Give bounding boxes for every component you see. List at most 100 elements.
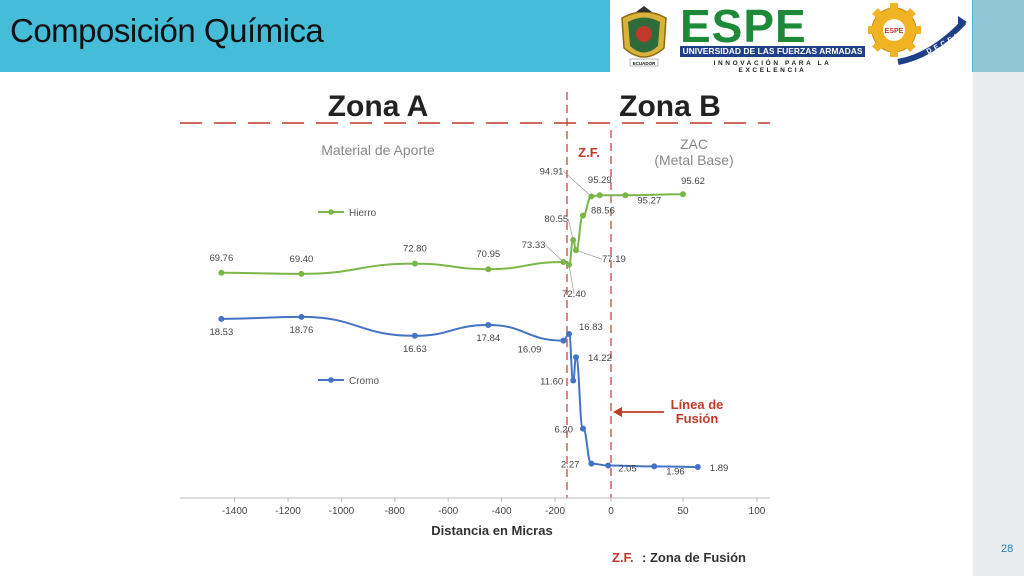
hierro-data-label: 95.29 [588, 175, 612, 186]
hierro-leader [567, 218, 574, 241]
x-axis-title: Distancia en Micras [431, 523, 552, 538]
espe-brand-text: ESPE [680, 0, 807, 52]
material-aporte-label: Material de Aporte [321, 142, 435, 158]
hierro-point [570, 237, 577, 244]
x-tick-label: -200 [545, 506, 565, 517]
x-tick-label: -600 [438, 506, 458, 517]
espe-logo: ECUADOR ESPE UNIVERSIDAD DE LAS FUERZAS … [610, 0, 972, 74]
university-name: UNIVERSIDAD DE LAS FUERZAS ARMADAS [680, 46, 865, 57]
hierro-point [566, 261, 572, 268]
cromo-data-label: 14.22 [588, 353, 612, 364]
cromo-series-line [221, 315, 698, 468]
hierro-point [485, 266, 492, 273]
x-tick-label: 50 [677, 506, 689, 517]
hierro-data-label: 80.55 [544, 214, 568, 225]
zone-b-label: Zona B [619, 90, 721, 123]
hierro-data-label: 69.76 [209, 253, 233, 264]
cromo-data-label: 1.89 [710, 463, 729, 474]
zf-zone-label: Z.F. [578, 145, 600, 160]
hierro-leader [545, 244, 564, 263]
cromo-data-label: 6.20 [555, 425, 574, 436]
hierro-leader [568, 264, 575, 294]
legend-hierro: Hierro [318, 208, 377, 219]
hierro-point [573, 247, 579, 254]
decem-gear-icon: ESPE DECEM [868, 3, 967, 65]
data-labels: 69.76 69.40 72.80 70.95 73.33 72.40 80.55 77.19… [209, 166, 728, 477]
zac-label: ZAC [680, 136, 708, 152]
hierro-data-label: 95.62 [681, 176, 705, 187]
hierro-data-label: 69.40 [290, 254, 314, 265]
hierro-point [622, 192, 629, 199]
cromo-data-label: 2.27 [561, 460, 580, 471]
x-tick-label: -1200 [275, 506, 301, 517]
x-axis-ticks: -1400 -1200 -1000 -800 -600 -400 -200 0 50 100 [222, 498, 766, 517]
hierro-data-label: 70.95 [476, 249, 500, 260]
legend-cromo-label: Cromo [349, 376, 379, 387]
hierro-leader [563, 171, 592, 197]
crest-text: ECUADOR [633, 61, 657, 66]
hierro-point [298, 270, 305, 277]
cromo-point [218, 315, 225, 322]
cromo-data-label: 16.63 [403, 344, 427, 355]
label-leader-lines [545, 171, 603, 294]
cromo-data-label: 1.96 [666, 466, 685, 477]
metal-base-label: (Metal Base) [654, 152, 733, 168]
university-tagline: INNOVACIÓN PARA LA EXCELENCIA [713, 60, 832, 74]
footnote-abbr: Z.F. [612, 550, 634, 565]
hierro-data-label: 95.27 [637, 195, 661, 206]
x-tick-label: -400 [492, 506, 512, 517]
data-points [218, 191, 701, 470]
hierro-data-label: 88.56 [591, 206, 615, 217]
cromo-point [560, 337, 567, 344]
gear-badge-text: ESPE [885, 28, 904, 35]
cromo-point [580, 425, 586, 432]
hierro-leader [575, 249, 603, 260]
hierro-point [560, 258, 567, 265]
hierro-data-label: 72.80 [403, 244, 427, 255]
cromo-point [411, 332, 418, 339]
cromo-data-label: 18.53 [209, 327, 233, 338]
page-number: 28 [1001, 543, 1014, 555]
hierro-data-label: 94.91 [540, 166, 564, 177]
fusion-line-annotation: Línea de Fusión [613, 397, 723, 426]
university-crest-icon: ECUADOR [621, 6, 667, 67]
cromo-point [298, 313, 305, 320]
hierro-point [218, 269, 225, 276]
x-tick-label: -800 [385, 506, 405, 517]
x-tick-label: -1400 [222, 506, 248, 517]
x-tick-label: 100 [749, 506, 766, 517]
cromo-point [588, 460, 595, 467]
cromo-point [485, 322, 492, 329]
hierro-data-label: 73.33 [522, 240, 546, 251]
cromo-data-label: 11.60 [540, 377, 563, 388]
slide-title: Composición Química [10, 12, 324, 49]
hierro-point [580, 212, 586, 219]
cromo-data-label: 17.84 [476, 333, 500, 344]
cromo-data-label: 18.76 [290, 325, 314, 336]
cromo-point [605, 462, 612, 469]
legend-hierro-label: Hierro [349, 208, 377, 219]
hierro-point [680, 191, 686, 198]
hierro-data-label: 77.19 [602, 254, 626, 265]
cromo-point [566, 331, 572, 338]
cromo-data-label: 16.83 [579, 322, 603, 333]
cromo-point [694, 463, 701, 470]
x-tick-label: 0 [608, 506, 614, 517]
zone-a-label: Zona A [328, 90, 429, 123]
footnote-text: : Zona de Fusión [642, 550, 746, 565]
cromo-point [573, 354, 579, 361]
cromo-point [570, 377, 577, 384]
cromo-data-label: 16.09 [518, 345, 542, 356]
cromo-point [651, 463, 658, 470]
cromo-data-label: 2.05 [618, 464, 637, 475]
hierro-point [411, 260, 418, 267]
x-tick-label: -1000 [329, 506, 355, 517]
fusion-annotation-line1: Línea de [671, 397, 724, 412]
header-bar-right [973, 0, 1024, 72]
hierro-data-label: 72.40 [562, 289, 586, 300]
hierro-point [588, 193, 595, 200]
legend-cromo: Cromo [318, 376, 379, 387]
fusion-annotation-line2: Fusión [676, 411, 719, 426]
right-margin-strip [973, 72, 1024, 576]
